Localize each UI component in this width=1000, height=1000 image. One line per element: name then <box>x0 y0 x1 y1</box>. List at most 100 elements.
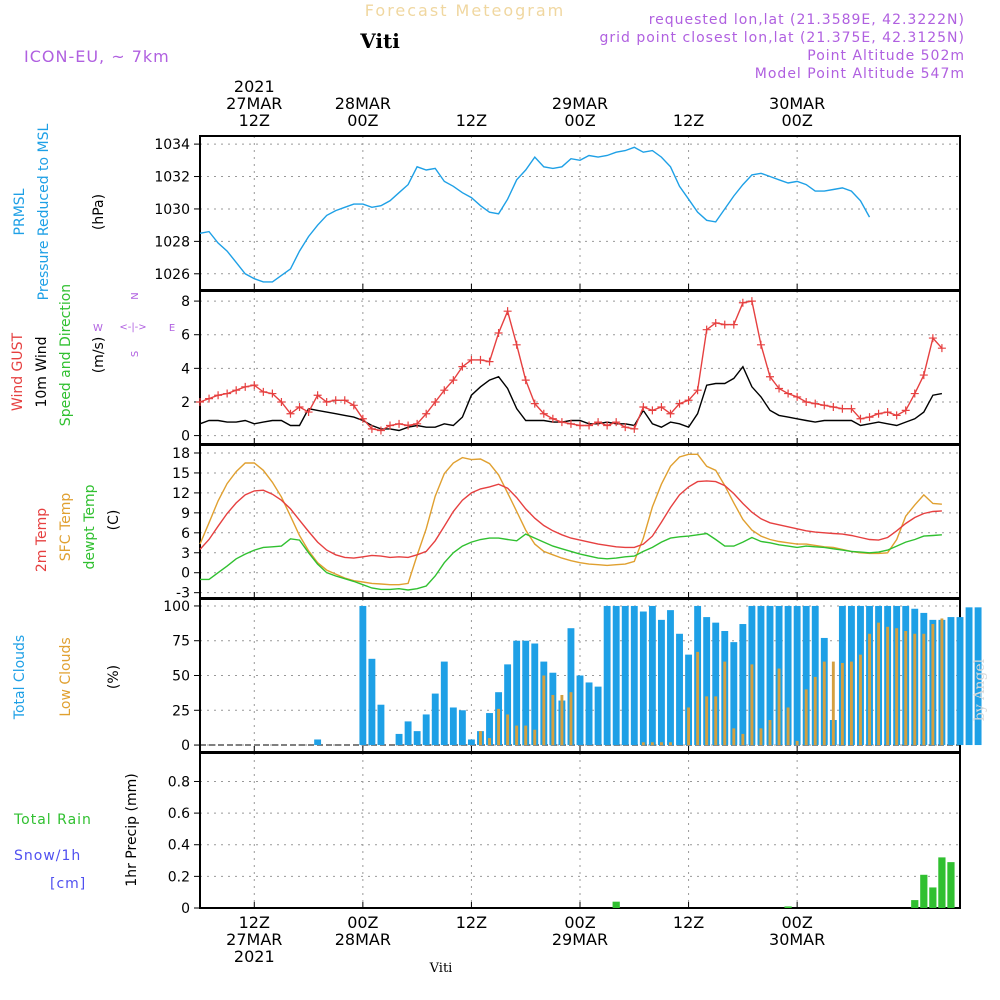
top-date-label: 00Z <box>781 111 812 130</box>
total-cloud-bar <box>422 714 430 746</box>
gust-marker <box>250 381 259 390</box>
gust-marker <box>756 340 765 349</box>
total-cloud-bar <box>621 605 629 746</box>
temperature-ytick-label: 6 <box>181 526 190 542</box>
gust-marker <box>747 297 756 306</box>
gust-marker <box>820 401 829 410</box>
panel-precipitation: 0 0.2 0.4 0.6 0.8 <box>168 752 961 917</box>
low-cloud-bar <box>886 626 890 746</box>
gust-marker <box>539 409 548 418</box>
temperature-ytick-label: 12 <box>172 486 190 502</box>
total-cloud-bar <box>576 675 584 746</box>
low-cloud-bar <box>741 733 745 746</box>
temp-label-sfc: SFC Temp <box>58 493 74 562</box>
temperature-ytick-label: 9 <box>181 506 190 522</box>
bottom-date-label: 28MAR <box>335 930 391 949</box>
low-cloud-bar <box>822 661 826 746</box>
total-cloud-bar <box>368 658 376 746</box>
temp-label-unit: (C) <box>106 510 122 531</box>
total-cloud-bar <box>712 622 720 746</box>
gust-marker <box>349 401 358 410</box>
compass-s: S <box>130 351 141 357</box>
low-cloud-bar <box>877 622 881 746</box>
gust-marker <box>693 386 702 395</box>
clouds-ytick-label: 100 <box>163 599 190 615</box>
compass-e: E <box>169 323 175 334</box>
cloud-label-unit: (%) <box>106 665 122 689</box>
gust-marker <box>711 318 720 327</box>
clouds-ytick-label: 75 <box>172 634 190 650</box>
watermark: by Angel <box>972 658 988 721</box>
low-cloud-bar <box>560 694 564 746</box>
total-cloud-bar <box>784 605 792 746</box>
panel-wind: 0 2 4 6 8 <box>181 290 961 445</box>
low-cloud-bar <box>515 725 519 746</box>
footer-location: Viti <box>429 961 453 976</box>
low-cloud-bar <box>786 707 790 746</box>
header-location: Viti <box>359 29 400 53</box>
gust-marker <box>784 389 793 398</box>
cloud-label-low: Low Clouds <box>58 637 74 716</box>
gust-marker <box>494 329 503 338</box>
total-cloud-bar <box>974 607 982 746</box>
total-cloud-bar <box>504 664 512 746</box>
gust-marker <box>657 403 666 412</box>
bottom-date-label: 30MAR <box>769 930 825 949</box>
pressure-ytick-label: 1030 <box>154 202 190 218</box>
low-cloud-bar <box>669 742 672 746</box>
gust-marker <box>376 426 385 435</box>
total-cloud-bar <box>449 707 457 746</box>
wind-label-speed-dir: Speed and Direction <box>58 284 74 426</box>
gust-marker <box>557 418 566 427</box>
low-cloud-bar <box>895 628 899 746</box>
low-cloud-bar <box>859 654 862 746</box>
low-cloud-bar <box>479 731 482 746</box>
precip-ytick-label: 0 <box>181 901 190 917</box>
header-model: ICON-EU, ~ 7km <box>24 47 170 66</box>
total-cloud-bar <box>676 633 683 746</box>
gust-marker <box>241 382 250 391</box>
total-cloud-bar <box>793 605 801 746</box>
low-cloud-bar <box>696 651 700 746</box>
low-cloud-bar <box>849 661 853 746</box>
gust-marker <box>937 344 946 353</box>
total-cloud-bar <box>522 640 530 746</box>
gust-marker <box>322 397 331 406</box>
pressure-label-prmsl: PRMSL <box>12 188 28 235</box>
low-cloud-bar <box>777 668 781 746</box>
top-date-label: 12Z <box>673 111 704 130</box>
gust-marker <box>367 424 376 433</box>
wind-labels: Wind GUST 10m Wind Speed and Direction (… <box>10 284 175 426</box>
bottom-date-label: 29MAR <box>552 930 608 949</box>
total-cloud-bar <box>377 704 385 746</box>
low-cloud-bar <box>913 633 917 746</box>
temperature-ytick-label: -3 <box>176 586 190 602</box>
gust-marker <box>205 394 214 403</box>
gust-marker <box>340 396 349 405</box>
gust-marker <box>702 325 711 334</box>
low-cloud-bar <box>551 694 555 746</box>
gust-marker <box>802 397 811 406</box>
gust-marker <box>621 423 630 432</box>
low-cloud-bar <box>569 692 573 746</box>
top-date-label: 29MAR <box>552 94 608 113</box>
total-cloud-bar <box>766 605 774 746</box>
precip-label-unit: 1hr Precip (mm) <box>124 773 140 886</box>
gust-marker <box>775 384 784 393</box>
header-title: Forecast Meteogram <box>365 1 565 20</box>
temp-label-2m: 2m Temp <box>34 508 50 572</box>
total-cloud-bar <box>513 640 521 746</box>
compass-line: <-|-> <box>119 322 146 333</box>
low-cloud-bar <box>904 630 908 746</box>
gust-marker <box>413 419 422 428</box>
gust-marker <box>485 357 494 366</box>
header-requested: requested lon,lat (21.3589E, 42.3222N) <box>649 12 965 28</box>
temperature-ytick-label: 0 <box>181 566 190 582</box>
header-point-altitude: Point Altitude 502m <box>807 48 965 64</box>
precip-label-cm: [cm] <box>50 876 86 892</box>
gust-marker <box>856 414 865 423</box>
total-cloud-bar <box>802 605 810 746</box>
